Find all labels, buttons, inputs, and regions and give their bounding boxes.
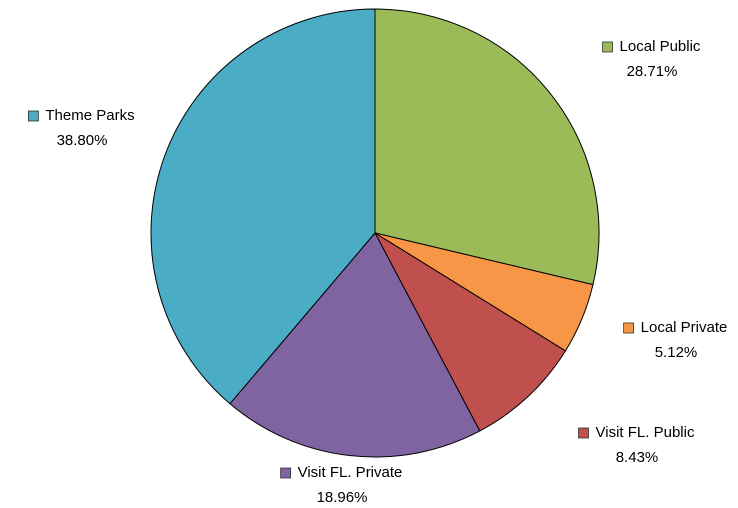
legend-label: Local Public — [620, 38, 701, 55]
pie-slice — [150, 8, 376, 405]
legend-label: Local Private — [641, 319, 728, 336]
legend-swatch — [280, 467, 292, 479]
legend-swatch — [602, 41, 613, 53]
legend-swatch — [27, 110, 39, 122]
data-label: 28.71% — [627, 63, 678, 80]
pie-slice — [374, 8, 600, 286]
legend-label: Theme Parks — [45, 107, 134, 124]
legend-swatch — [623, 322, 635, 334]
data-label: 5.12% — [655, 344, 698, 361]
legend-swatch — [578, 427, 589, 439]
data-label: 18.96% — [317, 489, 368, 506]
legend-label: Visit FL. Private — [298, 464, 403, 481]
pie-slice — [373, 231, 567, 432]
data-label: 8.43% — [616, 449, 659, 466]
legend-label: Visit FL. Public — [596, 424, 695, 441]
pie-slice — [229, 232, 481, 458]
data-label: 38.80% — [57, 132, 108, 149]
